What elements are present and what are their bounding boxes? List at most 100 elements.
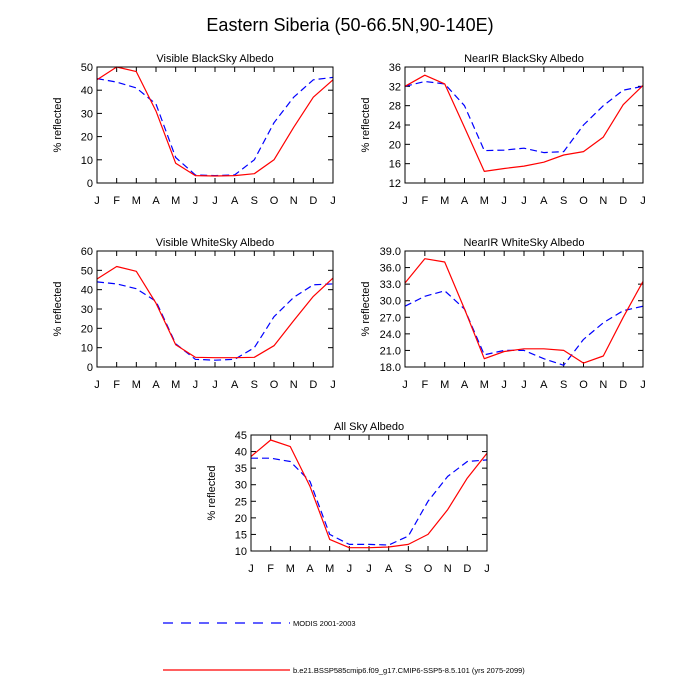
series-line-modis — [96, 76, 334, 177]
x-tick-label: D — [309, 379, 317, 391]
x-tick-label: N — [599, 195, 607, 207]
plot-frame — [404, 66, 644, 184]
chart-panel: NearIR BlackSky Albedo % reflected 12 16 20 2… — [360, 53, 646, 207]
y-tick-label: 40 — [81, 85, 93, 97]
y-tick-label: 36.0 — [380, 263, 401, 275]
x-tick-label: O — [270, 195, 279, 207]
series-line-model — [96, 66, 334, 177]
legend: MODIS 2001-2003 b.e21.BSSP585cmip6.f09_g… — [163, 619, 525, 675]
x-tick-label: M — [480, 195, 489, 207]
x-tick-label: J — [193, 379, 199, 391]
x-tick-label: J — [94, 195, 100, 207]
x-tick-label: J — [330, 195, 336, 207]
x-tick-label: J — [640, 379, 646, 391]
x-tick-label: J — [484, 563, 490, 575]
x-tick-label: M — [171, 195, 180, 207]
series-line-modis — [404, 80, 644, 154]
x-tick-label: J — [521, 195, 527, 207]
y-tick-label: 60 — [81, 246, 93, 258]
y-tick-label: 10 — [81, 343, 93, 355]
legend-model-label: b.e21.BSSP585cmip6.f09_g17.CMIP6-SSP5-8.… — [293, 666, 525, 675]
x-tick-label: N — [444, 563, 452, 575]
plot-frame — [96, 66, 334, 184]
x-tick-label: S — [251, 195, 258, 207]
y-axis-label: % reflected — [52, 97, 64, 152]
x-tick-label: M — [132, 379, 141, 391]
y-tick-label: 20 — [235, 513, 247, 525]
series-line-model — [404, 258, 644, 364]
x-tick-label: F — [113, 379, 120, 391]
y-tick-label: 20 — [389, 139, 401, 151]
y-axis-label: % reflected — [206, 465, 218, 520]
y-tick-label: 30 — [81, 108, 93, 120]
x-tick-label: M — [440, 195, 449, 207]
x-tick-label: F — [421, 379, 428, 391]
plot-frame — [96, 250, 334, 368]
y-tick-label: 40 — [235, 447, 247, 459]
series-line-model — [96, 265, 334, 359]
y-tick-label: 50 — [81, 265, 93, 277]
x-tick-label: M — [286, 563, 295, 575]
y-tick-label: 27.0 — [380, 312, 401, 324]
x-tick-label: F — [421, 195, 428, 207]
x-tick-label: A — [540, 195, 548, 207]
y-tick-label: 15 — [235, 529, 247, 541]
y-tick-label: 0 — [87, 178, 93, 190]
y-tick-label: 24 — [389, 120, 401, 132]
y-tick-label: 30 — [235, 480, 247, 492]
y-axis-label: % reflected — [360, 281, 372, 336]
x-tick-label: M — [132, 195, 141, 207]
chart-panel: NearIR WhiteSky Albedo % reflected 18.0 21.… — [360, 237, 646, 391]
x-tick-label: A — [540, 379, 548, 391]
x-tick-label: A — [152, 195, 160, 207]
x-tick-label: O — [424, 563, 433, 575]
x-tick-label: F — [267, 563, 274, 575]
x-tick-label: A — [461, 195, 469, 207]
x-tick-label: M — [325, 563, 334, 575]
y-tick-label: 24.0 — [380, 329, 401, 341]
y-tick-label: 20 — [81, 323, 93, 335]
y-tick-label: 0 — [87, 362, 93, 374]
y-tick-label: 35 — [235, 463, 247, 475]
legend-modis-label: MODIS 2001-2003 — [293, 619, 356, 628]
y-tick-label: 50 — [81, 62, 93, 74]
x-tick-label: J — [521, 379, 527, 391]
y-tick-label: 33.0 — [380, 279, 401, 291]
x-tick-label: F — [113, 195, 120, 207]
y-tick-label: 21.0 — [380, 345, 401, 357]
chart-panel: Visible BlackSky Albedo % reflected 0 10 20 3… — [52, 53, 336, 207]
y-tick-label: 18.0 — [380, 362, 401, 374]
y-tick-label: 32 — [389, 81, 401, 93]
x-tick-label: A — [231, 195, 239, 207]
y-tick-label: 36 — [389, 62, 401, 74]
x-tick-label: M — [171, 379, 180, 391]
x-tick-label: J — [248, 563, 254, 575]
y-tick-label: 10 — [235, 546, 247, 558]
y-axis-label: % reflected — [52, 281, 64, 336]
x-tick-label: J — [366, 563, 372, 575]
plot-frame — [404, 250, 644, 368]
y-tick-label: 30.0 — [380, 296, 401, 308]
x-tick-label: N — [290, 195, 298, 207]
x-tick-label: S — [405, 563, 412, 575]
x-tick-label: S — [560, 195, 567, 207]
x-tick-label: O — [579, 379, 588, 391]
x-tick-label: A — [306, 563, 314, 575]
y-axis-label: % reflected — [360, 97, 372, 152]
x-tick-label: D — [463, 563, 471, 575]
x-tick-label: J — [501, 379, 507, 391]
x-tick-label: D — [619, 195, 627, 207]
x-tick-label: M — [480, 379, 489, 391]
x-tick-label: D — [619, 379, 627, 391]
x-tick-label: J — [347, 563, 353, 575]
panels-group: Visible BlackSky Albedo % reflected 0 10 20 3… — [52, 53, 646, 575]
series-line-modis — [96, 281, 334, 361]
y-tick-label: 12 — [389, 178, 401, 190]
series-line-modis — [404, 290, 644, 366]
panel-title: Visible BlackSky Albedo — [156, 53, 273, 65]
figure-title: Eastern Siberia (50-66.5N,90-140E) — [206, 15, 493, 35]
x-tick-label: S — [560, 379, 567, 391]
x-tick-label: J — [193, 195, 199, 207]
x-tick-label: J — [212, 195, 218, 207]
x-tick-label: N — [290, 379, 298, 391]
